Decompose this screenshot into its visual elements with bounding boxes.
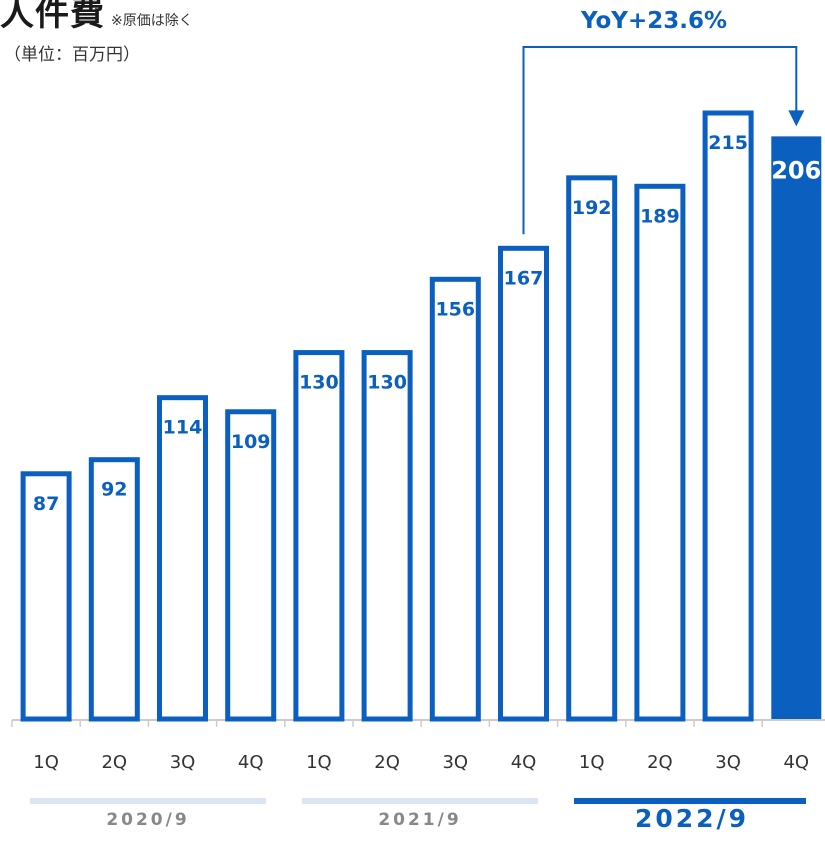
- bar-value-label: 192: [572, 197, 612, 219]
- year-label-2021: 2021/9: [378, 810, 462, 830]
- bar-value-label: 114: [163, 417, 203, 439]
- x-tick-label: 2Q: [647, 752, 673, 773]
- title-text: 人件費: [0, 0, 105, 34]
- year-group-bar: [30, 798, 266, 804]
- x-tick-label: 4Q: [238, 752, 264, 773]
- yoy-connector-line: [522, 46, 798, 235]
- bar: [566, 175, 618, 722]
- bar: [702, 110, 754, 722]
- bar-value-label: 215: [708, 132, 748, 154]
- bar: [361, 350, 413, 722]
- bar: [634, 183, 686, 722]
- x-tick-label: 2Q: [101, 752, 127, 773]
- bar: [88, 457, 140, 722]
- x-tick-label: 4Q: [511, 752, 537, 773]
- x-tick-label: 3Q: [170, 752, 196, 773]
- x-tick-label: 3Q: [715, 752, 741, 773]
- x-tick-label: 3Q: [442, 752, 468, 773]
- bar-value-label: 206: [771, 156, 821, 184]
- bar-value-label: 130: [367, 372, 407, 394]
- title-note: ※原価は除く: [111, 13, 193, 29]
- bar-value-label: 156: [435, 298, 475, 320]
- x-tick-label: 1Q: [306, 752, 332, 773]
- bar: [498, 245, 549, 722]
- bar: [771, 136, 822, 720]
- bar: [429, 276, 481, 722]
- year-label-2022: 2022/9: [634, 804, 750, 833]
- chart-title: 人件費 ※原価は除く: [0, 0, 193, 35]
- year-group-bar: [302, 798, 538, 804]
- x-tick-label: 1Q: [579, 752, 605, 773]
- bar: [157, 395, 208, 722]
- x-tick-label: 1Q: [33, 752, 59, 773]
- yoy-arrow-head: [788, 110, 805, 127]
- bar-value-label: 109: [231, 431, 271, 453]
- bar: [225, 409, 277, 722]
- bar: [20, 471, 72, 722]
- bar: [293, 350, 345, 722]
- bar-value-label: 92: [101, 479, 127, 501]
- bar-value-label: 189: [640, 205, 680, 227]
- x-tick-label: 2Q: [374, 752, 400, 773]
- year-label-2020: 2020/9: [106, 810, 190, 830]
- bar-value-label: 130: [299, 372, 339, 394]
- yoy-annotation: YoY+23.6%: [580, 8, 728, 34]
- bar-value-label: 167: [504, 267, 544, 289]
- x-tick-label: 4Q: [783, 752, 809, 773]
- bar-value-label: 87: [33, 493, 59, 515]
- year-group-bar: [574, 798, 806, 804]
- unit-label: （単位：百万円）: [4, 45, 140, 65]
